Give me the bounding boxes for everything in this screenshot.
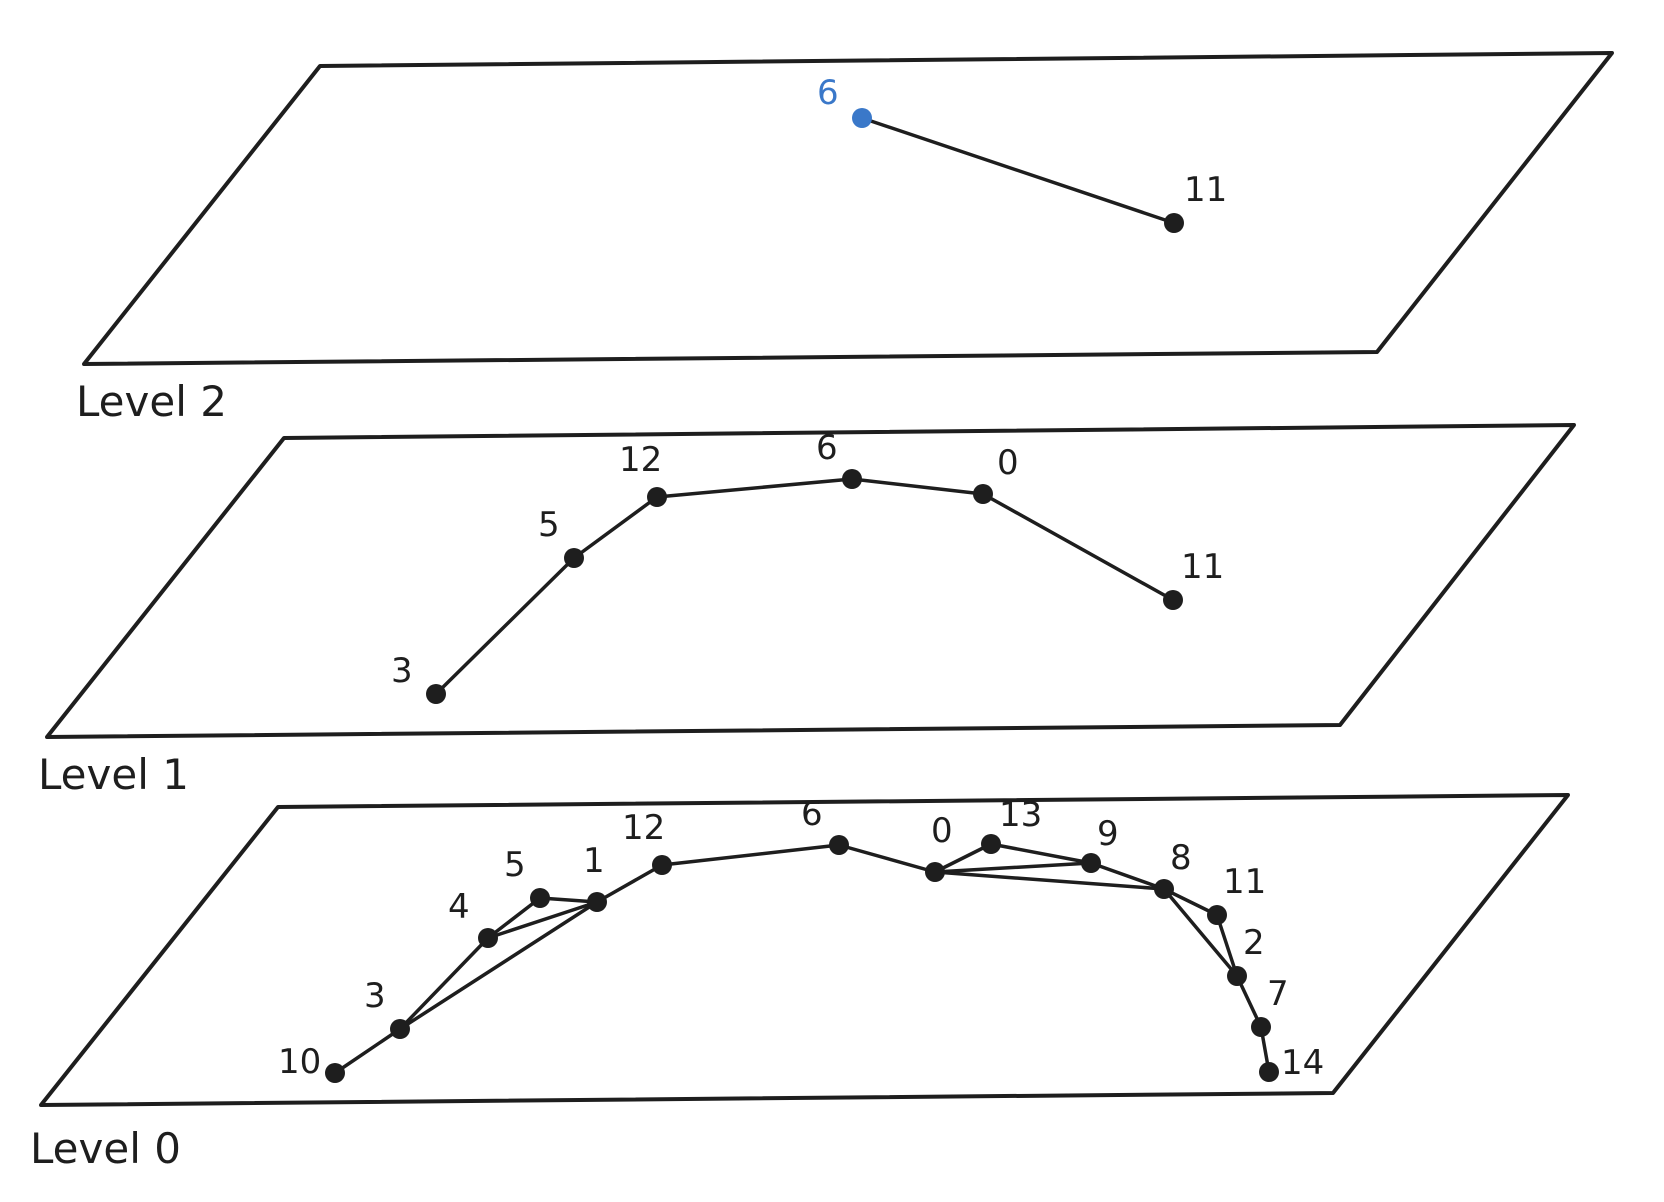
level-0-node-10 <box>325 1063 345 1083</box>
level-2-nodes: 6 11 <box>817 73 1227 233</box>
level-0-edge-0-13 <box>933 842 993 874</box>
level-1-node-label-0: 0 <box>997 443 1019 483</box>
level-1-node-3 <box>426 684 446 704</box>
level-1-label: Level 1 <box>38 750 189 799</box>
level-0-node-7 <box>1251 1017 1271 1037</box>
level-2-node-label-6: 6 <box>817 73 839 113</box>
level-0-node-label-8: 8 <box>1170 838 1192 878</box>
level-1-node-label-11: 11 <box>1181 547 1224 587</box>
level-1-node-label-12: 12 <box>619 440 662 480</box>
level-1-node-11 <box>1163 590 1183 610</box>
level-0-label: Level 0 <box>30 1124 181 1173</box>
level-0-edges <box>333 842 1271 1075</box>
level-0-edge-9-8 <box>1089 861 1166 891</box>
level-0-edge-0-8 <box>933 870 1166 891</box>
level-2-plane <box>82 51 1614 366</box>
level-1-node-label-6: 6 <box>816 428 838 468</box>
level-1-node-label-3: 3 <box>391 651 413 691</box>
level-2-group: 6 11 Level 2 <box>76 51 1614 426</box>
level-0-edge-1-12 <box>595 863 664 904</box>
level-0-node-1 <box>587 892 607 912</box>
level-0-edge-0-9 <box>933 861 1093 874</box>
level-0-edge-10-3 <box>333 1027 402 1075</box>
level-0-node-label-10: 10 <box>278 1042 321 1082</box>
level-2-node-11 <box>1164 213 1184 233</box>
level-0-node-8 <box>1154 879 1174 899</box>
level-0-node-label-0: 0 <box>931 811 953 851</box>
level-0-node-12 <box>652 855 672 875</box>
level-1-node-12 <box>647 487 667 507</box>
level-0-node-label-2: 2 <box>1243 923 1265 963</box>
level-0-node-14 <box>1259 1062 1279 1082</box>
level-2-node-6 <box>852 108 872 128</box>
level-2-edge-6-11 <box>860 116 1176 225</box>
level-0-edge-4-1 <box>486 900 599 940</box>
level-0-edge-3-4 <box>398 936 490 1031</box>
level-0-node-label-1: 1 <box>583 841 605 881</box>
level-0-edge-6-0 <box>837 843 937 874</box>
level-2-node-label-11: 11 <box>1184 170 1227 210</box>
level-0-plane <box>39 793 1570 1107</box>
level-1-nodes: 3 5 12 6 0 11 <box>391 428 1224 704</box>
level-0-node-label-4: 4 <box>448 887 470 927</box>
level-1-edge-5-12 <box>572 495 659 560</box>
level-0-node-label-9: 9 <box>1097 814 1119 854</box>
level-0-node-label-12: 12 <box>622 808 665 848</box>
level-0-node-label-5: 5 <box>504 845 526 885</box>
level-0-node-3 <box>390 1019 410 1039</box>
level-1-edge-0-11 <box>981 492 1175 602</box>
level-1-node-label-5: 5 <box>538 505 560 545</box>
level-0-node-13 <box>981 834 1001 854</box>
level-2-label: Level 2 <box>76 377 227 426</box>
level-0-node-label-13: 13 <box>999 795 1042 835</box>
level-0-node-9 <box>1081 853 1101 873</box>
level-0-edge-8-2 <box>1162 887 1239 978</box>
level-0-edge-4-5 <box>486 896 542 940</box>
level-0-edge-11-2 <box>1215 913 1239 978</box>
level-1-node-0 <box>973 484 993 504</box>
level-1-node-5 <box>564 548 584 568</box>
level-0-node-5 <box>530 888 550 908</box>
level-0-node-label-14: 14 <box>1281 1043 1324 1083</box>
level-0-node-label-6: 6 <box>801 794 823 834</box>
level-1-edges <box>434 477 1175 696</box>
level-0-node-4 <box>478 928 498 948</box>
level-1-edge-6-0 <box>850 477 985 496</box>
level-1-plane <box>45 423 1576 739</box>
level-1-edge-3-5 <box>434 556 576 696</box>
level-2-edges <box>860 116 1176 225</box>
level-0-node-11 <box>1207 905 1227 925</box>
level-1-node-6 <box>842 469 862 489</box>
level-1-group: 3 5 12 6 0 11 Level 1 <box>38 423 1576 799</box>
level-0-edge-12-6 <box>660 843 841 867</box>
level-0-node-0 <box>925 862 945 882</box>
level-0-node-label-3: 3 <box>364 976 386 1016</box>
level-1-edge-12-6 <box>655 477 854 499</box>
level-0-edge-3-1 <box>398 900 599 1031</box>
level-0-node-6 <box>829 835 849 855</box>
level-0-node-label-11: 11 <box>1223 862 1266 902</box>
level-0-node-2 <box>1227 966 1247 986</box>
level-0-node-label-7: 7 <box>1267 974 1289 1014</box>
level-0-edge-13-9 <box>989 842 1093 865</box>
